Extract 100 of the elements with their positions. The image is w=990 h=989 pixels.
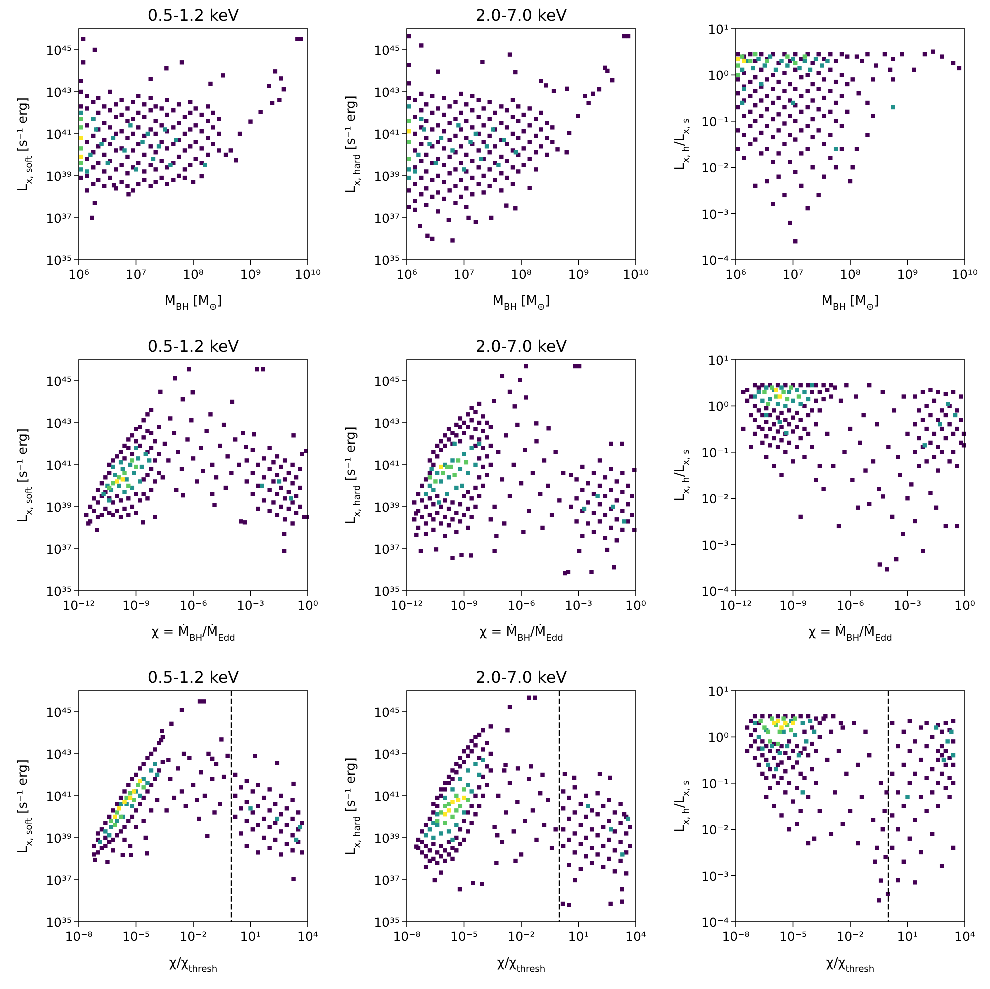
y-tick-label: 10⁰ xyxy=(708,399,729,414)
x-tick-label: 10⁻⁸ xyxy=(65,929,93,944)
y-tick-label: 10³⁵ xyxy=(46,253,72,268)
x-axis-title: χ = Ṁ$_{BH}$/Ṁ$_{Edd}$ xyxy=(152,624,236,644)
chart-title: 0.5-1.2 keV xyxy=(148,668,240,687)
x-axis-title: M$_{BH}$ [M$_{⊙}$] xyxy=(164,294,222,313)
y-tick-label: 10⁴³ xyxy=(374,416,400,431)
x-tick-label: 10⁻² xyxy=(508,929,536,944)
x-tick-label: 10⁻² xyxy=(836,929,864,944)
x-tick-label: 10⁻⁵ xyxy=(450,929,478,944)
y-tick-label: 10⁴¹ xyxy=(46,458,72,473)
y-tick-label: 10³⁷ xyxy=(46,542,72,557)
y-tick-label: 10⁴¹ xyxy=(46,789,72,804)
x-tick-label: 10⁻⁶ xyxy=(836,598,864,613)
y-tick-label: 10³⁵ xyxy=(46,584,72,599)
x-tick-label: 10⁰ xyxy=(298,598,318,613)
y-tick-label: 10⁻¹ xyxy=(701,776,729,792)
y-tick-label: 10⁴⁵ xyxy=(46,43,72,58)
y-tick-label: 10³⁹ xyxy=(46,500,72,515)
y-tick-label: 10¹ xyxy=(708,22,729,37)
x-tick-label: 10⁻⁹ xyxy=(779,598,808,613)
x-tick-label: 10⁻⁹ xyxy=(122,598,150,613)
y-tick-label: 10⁰ xyxy=(708,68,729,84)
y-tick-label: 10⁻³ xyxy=(701,538,729,553)
y-tick-label: 10³⁷ xyxy=(46,211,72,226)
x-tick-label: 10⁷ xyxy=(782,267,804,282)
y-tick-label: 10³⁹ xyxy=(374,831,400,846)
x-tick-label: 10⁹ xyxy=(240,267,262,282)
x-axis-title: χ/χ$_{thresh}$ xyxy=(169,956,218,975)
x-tick-label: 10⁷ xyxy=(454,267,475,282)
x-tick-label: 10⁴ xyxy=(298,929,318,944)
y-tick-label: 10³⁷ xyxy=(46,873,72,888)
x-tick-label: 10¹⁰ xyxy=(295,267,321,282)
y-tick-label: 10³⁵ xyxy=(374,915,400,930)
y-tick-label: 10³⁵ xyxy=(46,915,72,930)
y-tick-label: 10³⁵ xyxy=(374,584,400,599)
chart-title: 0.5-1.2 keV xyxy=(148,6,240,25)
x-tick-label: 10⁴ xyxy=(626,929,646,944)
x-tick-label: 10⁻⁸ xyxy=(393,929,421,944)
x-tick-label: 10¹ xyxy=(240,929,262,944)
x-tick-label: 10⁻⁵ xyxy=(122,929,150,944)
y-tick-label: 10⁻² xyxy=(701,160,729,176)
y-tick-label: 10⁻¹ xyxy=(701,445,729,460)
y-tick-label: 10⁻² xyxy=(701,492,729,507)
y-tick-label: 10⁰ xyxy=(708,730,729,746)
x-tick-label: 10¹⁰ xyxy=(623,267,649,282)
x-axis-title: M$_{BH}$ [M$_{⊙}$] xyxy=(822,294,880,313)
x-tick-label: 10⁶ xyxy=(726,267,746,282)
y-tick-label: 10³⁷ xyxy=(374,542,400,557)
chart-title: 2.0-7.0 keV xyxy=(476,337,568,356)
x-tick-label: 10⁻¹² xyxy=(62,598,96,613)
y-tick-label: 10⁻³ xyxy=(701,206,729,222)
x-tick-label: 10⁸ xyxy=(511,267,532,282)
x-axis-title: χ = Ṁ$_{BH}$/Ṁ$_{Edd}$ xyxy=(808,624,892,644)
x-tick-label: 10⁷ xyxy=(126,267,147,282)
x-tick-label: 10¹ xyxy=(897,929,918,944)
y-tick-label: 10⁴⁵ xyxy=(374,374,400,389)
y-tick-label: 10⁴³ xyxy=(46,747,72,762)
y-tick-label: 10⁴³ xyxy=(374,747,400,762)
chart-title: 2.0-7.0 keV xyxy=(476,668,568,687)
x-tick-label: 10⁻³ xyxy=(564,598,593,613)
y-tick-label: 10³⁷ xyxy=(374,873,400,888)
x-tick-label: 10⁸ xyxy=(840,267,861,282)
y-tick-label: 10³⁹ xyxy=(374,500,400,515)
x-axis-title: χ/χ$_{thresh}$ xyxy=(826,956,875,975)
y-tick-label: 10⁴⁵ xyxy=(374,43,400,58)
y-tick-label: 10⁻⁴ xyxy=(701,584,729,599)
y-tick-label: 10¹ xyxy=(708,353,729,368)
y-tick-label: 10⁻¹ xyxy=(701,114,729,130)
y-tick-label: 10⁴⁵ xyxy=(374,705,400,720)
x-tick-label: 10¹⁰ xyxy=(952,267,978,282)
x-tick-label: 10⁶ xyxy=(68,267,90,282)
y-tick-label: 10⁻³ xyxy=(701,868,729,884)
y-tick-label: 10¹ xyxy=(708,684,729,699)
y-tick-label: 10⁴⁵ xyxy=(46,705,72,720)
chart-title: 2.0-7.0 keV xyxy=(476,6,568,25)
x-tick-label: 10⁻³ xyxy=(236,598,265,613)
x-tick-label: 10⁰ xyxy=(954,598,976,613)
y-tick-label: 10⁻² xyxy=(701,822,729,838)
x-tick-label: 10⁻¹² xyxy=(390,598,424,613)
x-tick-label: 10⁻⁵ xyxy=(779,929,808,944)
x-axis-title: χ/χ$_{thresh}$ xyxy=(497,956,546,975)
x-tick-label: 10⁸ xyxy=(183,267,204,282)
x-axis-title: M$_{BH}$ [M$_{⊙}$] xyxy=(492,294,550,313)
x-tick-label: 10¹ xyxy=(568,929,590,944)
y-tick-label: 10⁴³ xyxy=(374,85,400,100)
x-tick-label: 10⁻² xyxy=(180,929,208,944)
y-tick-label: 10³⁷ xyxy=(374,211,400,226)
y-tick-label: 10⁴¹ xyxy=(374,789,400,804)
x-tick-label: 10⁻³ xyxy=(894,598,922,613)
y-tick-label: 10⁴⁵ xyxy=(46,374,72,389)
y-tick-label: 10⁴³ xyxy=(46,416,72,431)
y-tick-label: 10⁻⁴ xyxy=(701,915,729,930)
y-tick-label: 10⁴¹ xyxy=(46,127,72,142)
x-tick-label: 10⁻⁶ xyxy=(508,598,536,613)
y-tick-label: 10⁴¹ xyxy=(374,458,400,473)
x-axis-title: χ = Ṁ$_{BH}$/Ṁ$_{Edd}$ xyxy=(480,624,564,644)
x-tick-label: 10⁻⁹ xyxy=(450,598,478,613)
x-tick-label: 10⁻¹² xyxy=(720,598,752,613)
y-tick-label: 10³⁹ xyxy=(46,169,72,184)
